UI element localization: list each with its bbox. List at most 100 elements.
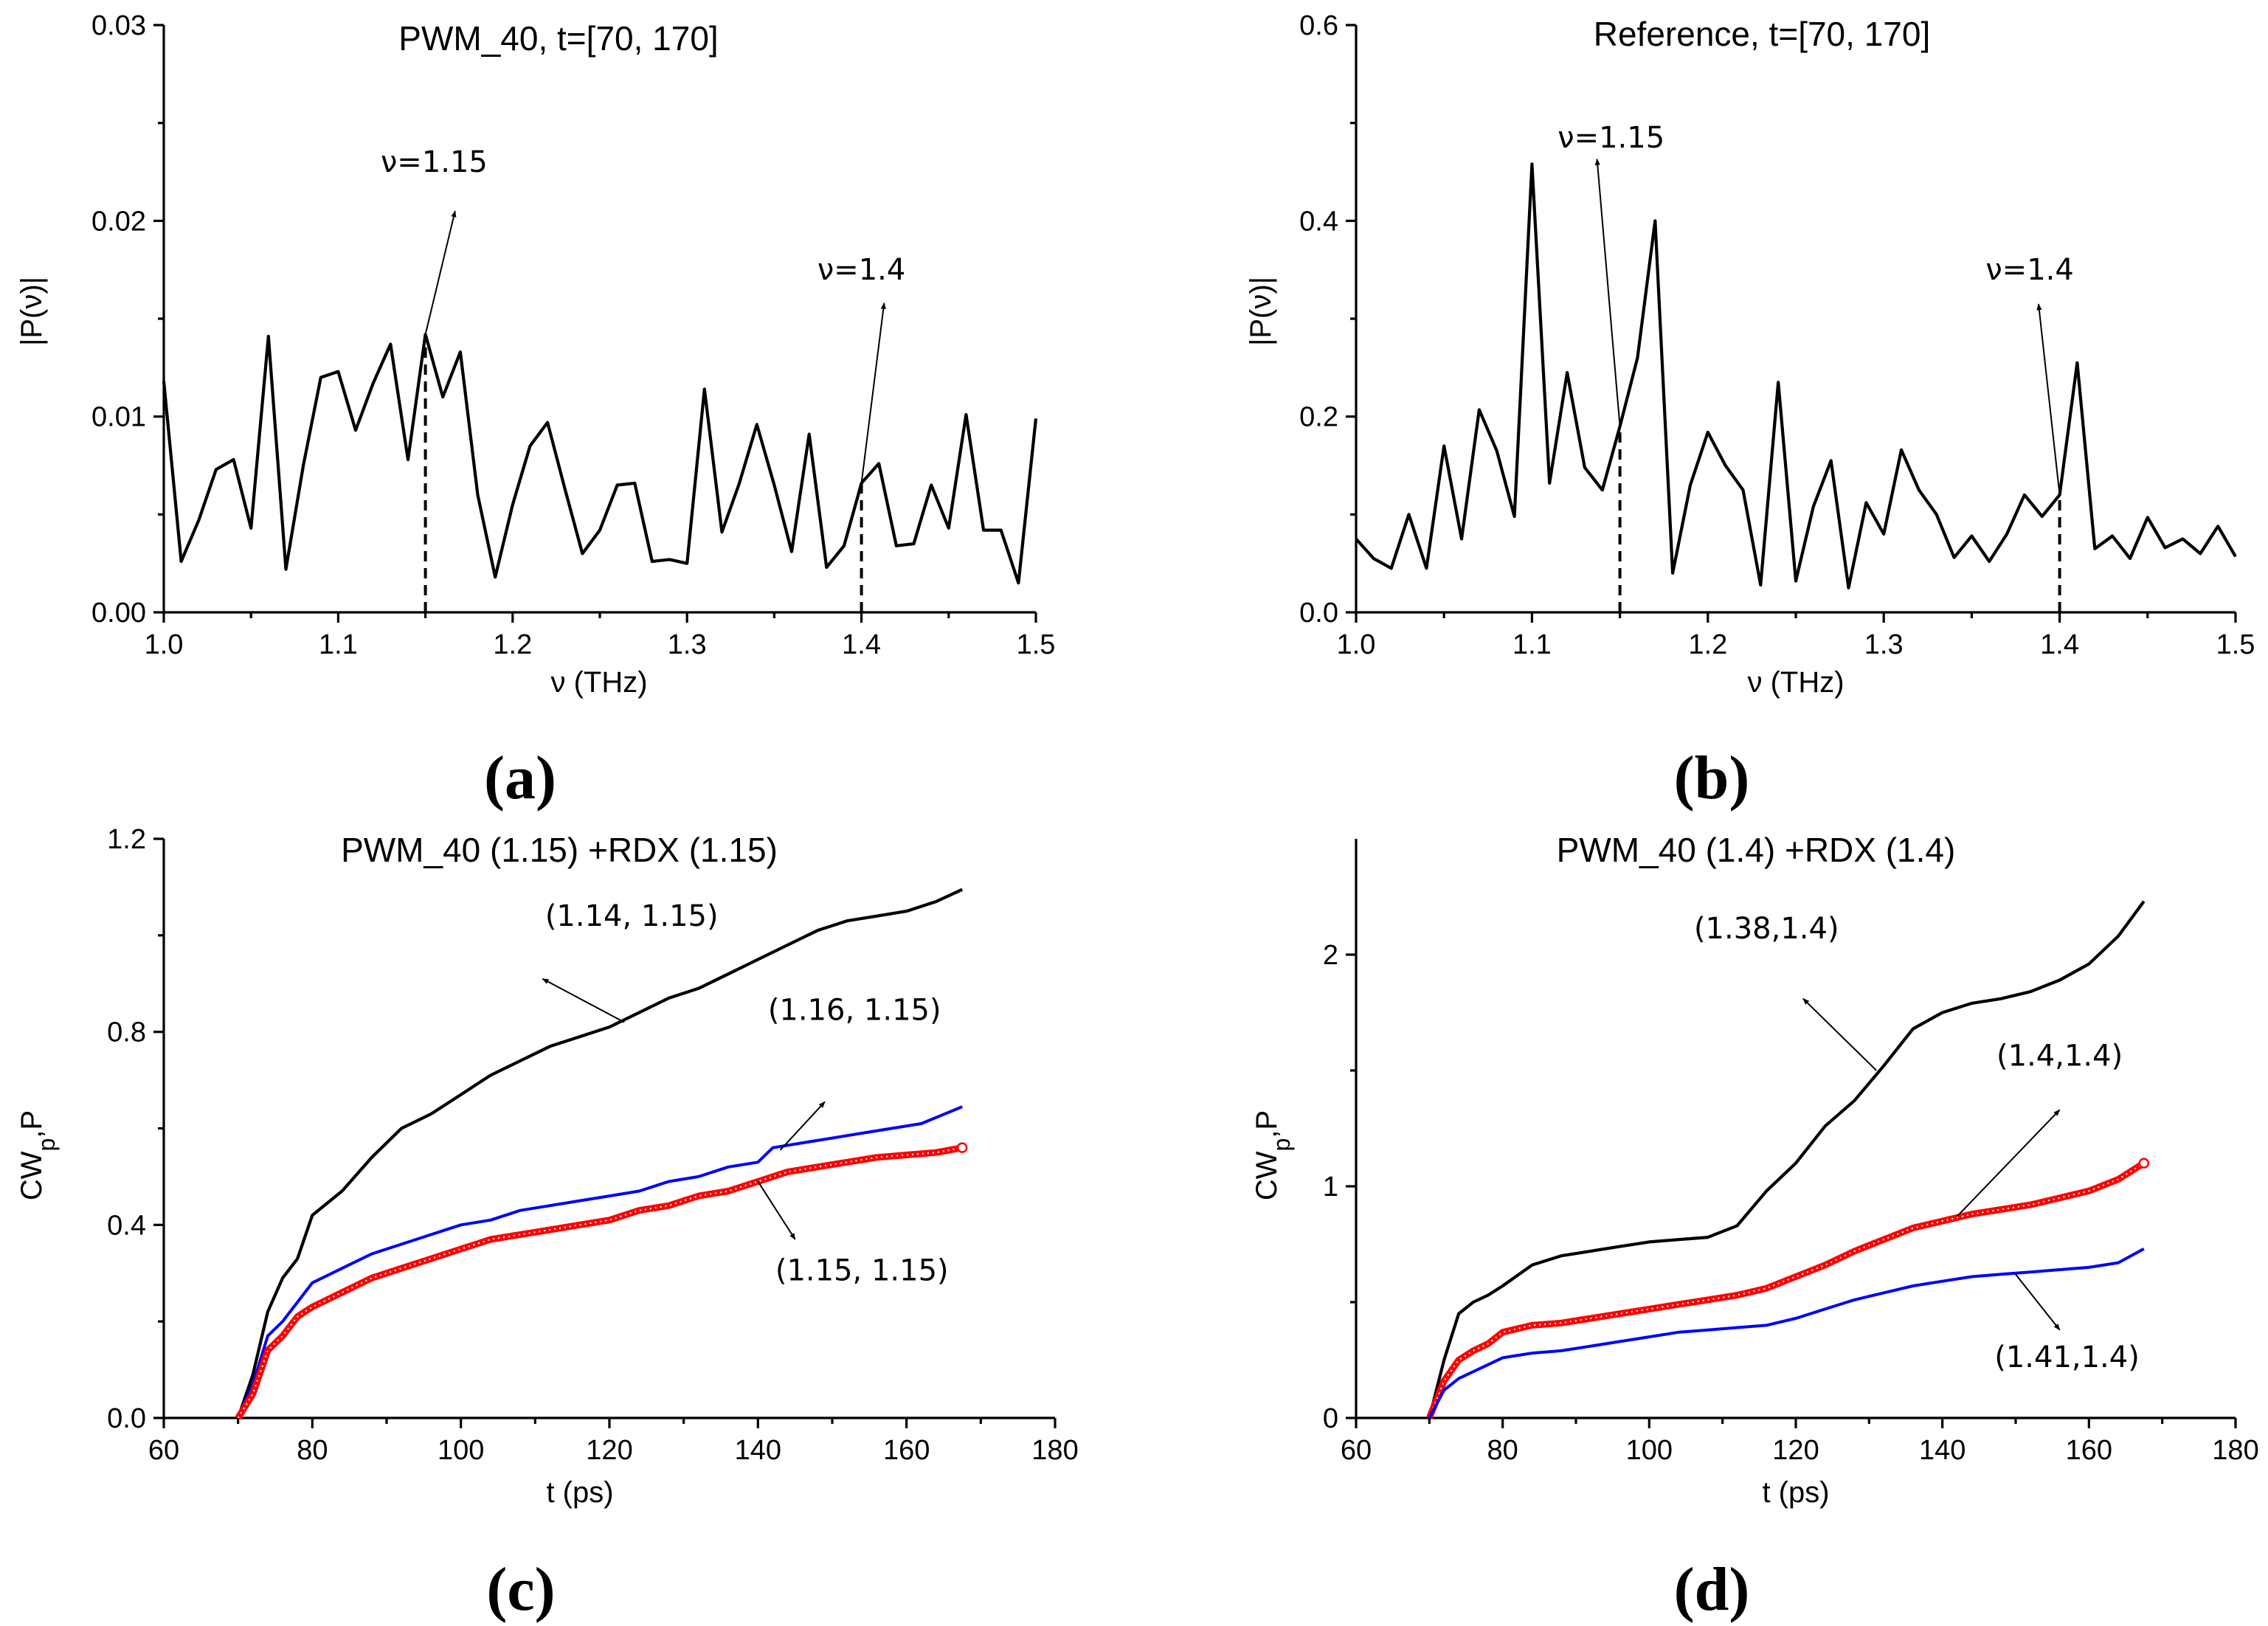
- y-tick-label: 0.0: [107, 1403, 146, 1434]
- x-tick-label: 100: [438, 1435, 484, 1466]
- annotation-arrow-1: [779, 1101, 826, 1151]
- panel-c-axes: 60 80 100 120 140 160 180 0.0 0.4 0.8 1.2: [107, 824, 1079, 1466]
- x-tick-label: 1.2: [1688, 629, 1727, 660]
- x-tick-label: 80: [297, 1435, 328, 1466]
- panel-a-ylabel: |P(ν)|: [15, 277, 48, 346]
- y-tick-label: 0.0: [1299, 598, 1338, 629]
- panel-a-label: (a): [484, 744, 556, 812]
- x-tick-label: 1.0: [1337, 629, 1376, 660]
- panel-d-ylabel: CWp,P: [1251, 1110, 1295, 1200]
- x-tick-label: 120: [586, 1435, 632, 1466]
- panel-a-axes: 1.0 1.1 1.2 1.3 1.4 1.5 0.00 0.01 0.02 0.03: [91, 10, 1055, 660]
- x-tick-label: 180: [1031, 1435, 1078, 1466]
- marker-label-0: ν=1.15: [381, 145, 488, 179]
- x-tick-label: 80: [1487, 1435, 1518, 1466]
- x-tick-label: 100: [1626, 1435, 1673, 1466]
- panel-d-label: (d): [1674, 1555, 1750, 1624]
- x-tick-label: 120: [1772, 1435, 1819, 1466]
- panel-b-plot: ν=1.15 ν=1.4: [1355, 121, 2237, 612]
- panel-a-xlabel: ν (THz): [550, 666, 647, 699]
- annotation-arrow-1: [1956, 1109, 2061, 1217]
- annotation-label-0: (1.14, 1.15): [545, 899, 719, 933]
- x-tick-label: 60: [148, 1435, 179, 1466]
- panel-b: Reference, t=[70, 170] ν (THz) |P(ν)| (b…: [1245, 10, 2255, 812]
- x-tick-label: 160: [2066, 1435, 2112, 1466]
- series-line-1: [236, 1105, 963, 1419]
- series-line-1: [1426, 1160, 2146, 1419]
- panel-c: PWM_40 (1.15) +RDX (1.15) t (ps) CWp,P (…: [15, 824, 1079, 1624]
- x-tick-label: 140: [735, 1435, 781, 1466]
- panel-c-label: (c): [486, 1555, 555, 1624]
- annotation-label-2: (1.41,1.4): [1994, 1340, 2140, 1374]
- marker-label-1: ν=1.4: [817, 253, 905, 287]
- y-tick-label: 0.00: [91, 598, 146, 629]
- marker-label-0: ν=1.15: [1557, 121, 1664, 155]
- y-tick-label: 0.02: [91, 206, 146, 237]
- annotation-label-2: (1.15, 1.15): [775, 1254, 949, 1288]
- series-line-0: [162, 333, 1038, 585]
- panel-c-plot: (1.14, 1.15) (1.16, 1.15) (1.15, 1.15): [235, 888, 968, 1420]
- x-tick-label: 60: [1341, 1435, 1372, 1466]
- panel-c-ylabel-sub: p: [33, 1138, 60, 1152]
- x-tick-label: 1.4: [2040, 629, 2079, 660]
- panel-a-title: PWM_40, t=[70, 170]: [398, 19, 718, 58]
- series-line-0: [1428, 900, 2146, 1419]
- marker-label-1: ν=1.4: [1985, 253, 2073, 287]
- y-tick-label: 0.2: [1299, 402, 1338, 433]
- panel-d-plot: (1.38,1.4) (1.4,1.4) (1.41,1.4): [1426, 900, 2150, 1419]
- panel-c-ylabel-main: CW: [15, 1151, 48, 1200]
- panel-d-ylabel-sub: p: [1268, 1138, 1295, 1152]
- y-tick-label: 2: [1323, 940, 1338, 971]
- y-tick-label: 0.4: [107, 1210, 146, 1241]
- panel-b-label: (b): [1674, 744, 1750, 812]
- annotation-label-1: (1.16, 1.15): [768, 993, 941, 1027]
- panel-b-title: Reference, t=[70, 170]: [1594, 15, 1930, 53]
- x-tick-label: 1.4: [842, 629, 881, 660]
- x-tick-label: 180: [2212, 1435, 2258, 1466]
- annotation-arrow-2: [2015, 1273, 2061, 1331]
- marker-arrow-0: [1594, 158, 1621, 427]
- series-line-0: [236, 888, 964, 1419]
- annotation-arrow-0: [542, 978, 625, 1023]
- series-end-marker: [2138, 1158, 2150, 1169]
- annotation-arrow-2: [757, 1180, 796, 1240]
- marker-arrow-1: [2036, 303, 2061, 495]
- series-marker-texture: [237, 1146, 963, 1419]
- marker-arrow-1: [860, 302, 886, 484]
- panel-c-xlabel: t (ps): [546, 1476, 613, 1509]
- y-tick-label: 0.03: [91, 10, 146, 41]
- panel-b-axes: 1.0 1.1 1.2 1.3 1.4 1.5 0.0 0.2 0.4 0.6: [1299, 10, 2255, 660]
- annotation-arrow-0: [1802, 997, 1877, 1071]
- y-tick-label: 0.8: [107, 1017, 146, 1048]
- series-line-0: [1355, 162, 2237, 589]
- x-tick-label: 1.5: [2216, 629, 2255, 660]
- y-tick-label: 1.2: [107, 824, 146, 855]
- x-tick-label: 1.3: [1864, 629, 1904, 660]
- panel-a-plot: ν=1.15 ν=1.4: [162, 145, 1038, 612]
- panel-d-ylabel-tail: ,P: [1251, 1110, 1283, 1138]
- y-tick-label: 0: [1323, 1403, 1338, 1434]
- panel-c-ylabel: CWp,P: [15, 1110, 60, 1200]
- panel-a: PWM_40, t=[70, 170] ν (THz) |P(ν)| (a) 1…: [15, 10, 1055, 812]
- panel-d: PWM_40 (1.4) +RDX (1.4) t (ps) CWp,P (d)…: [1251, 831, 2259, 1624]
- marker-arrow-0: [424, 210, 457, 335]
- panel-c-title: PWM_40 (1.15) +RDX (1.15): [341, 831, 778, 869]
- annotation-label-1: (1.4,1.4): [1996, 1039, 2123, 1073]
- x-tick-label: 1.3: [668, 629, 707, 660]
- y-tick-label: 0.4: [1299, 206, 1338, 237]
- panel-d-xlabel: t (ps): [1762, 1476, 1829, 1509]
- x-tick-label: 1.2: [493, 629, 532, 660]
- panel-d-title: PWM_40 (1.4) +RDX (1.4): [1557, 831, 1956, 869]
- x-tick-label: 140: [1919, 1435, 1966, 1466]
- panel-c-ylabel-tail: ,P: [15, 1110, 48, 1138]
- annotation-label-0: (1.38,1.4): [1694, 912, 1839, 946]
- y-tick-label: 0.01: [91, 402, 146, 433]
- x-tick-label: 160: [883, 1435, 930, 1466]
- x-tick-label: 1.1: [319, 629, 358, 660]
- x-tick-label: 1.5: [1017, 629, 1056, 660]
- panel-d-ylabel-main: CW: [1251, 1151, 1283, 1200]
- series-end-marker: [956, 1142, 968, 1153]
- x-tick-label: 1.1: [1512, 629, 1552, 660]
- y-tick-label: 1: [1323, 1172, 1338, 1203]
